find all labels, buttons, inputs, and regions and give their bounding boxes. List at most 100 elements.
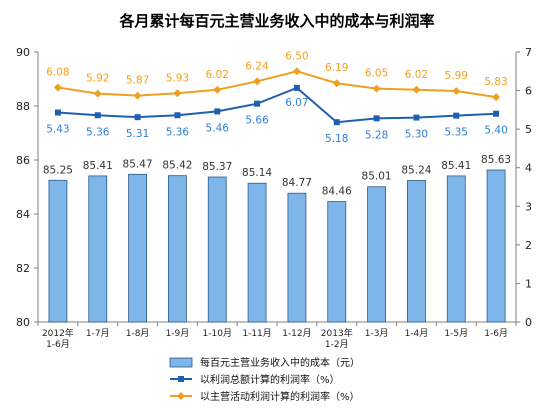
profit-total-point xyxy=(333,119,340,126)
profit-total-line xyxy=(57,86,497,124)
main-profit-label: 5.93 xyxy=(166,72,189,84)
x-tick-label: 1-11月 xyxy=(242,328,271,339)
main-profit-point xyxy=(492,93,501,102)
main-profit-label: 5.87 xyxy=(126,75,149,87)
bar xyxy=(168,175,187,323)
x-tick-label: 2012年 xyxy=(42,327,74,339)
profit-total-point xyxy=(493,110,500,117)
profit-total-label: 5.66 xyxy=(245,115,269,127)
main-profit-label: 5.99 xyxy=(445,70,468,82)
profit-total-point xyxy=(293,84,300,91)
main-profit-point xyxy=(53,83,62,92)
x-tick-label: 1-7月 xyxy=(86,328,110,339)
bar-value-label: 85.41 xyxy=(441,160,471,172)
main-profit-point xyxy=(213,85,222,94)
bar-value-label: 85.14 xyxy=(242,167,272,179)
profit-total-point xyxy=(373,115,380,122)
main-profit-point xyxy=(452,86,461,95)
legend-label-main-profit: 以主营活动利润计算的利润率（%） xyxy=(200,390,360,403)
profit-total-point xyxy=(134,114,141,121)
legend-marker-profit-total xyxy=(178,376,184,382)
profit-total-point xyxy=(94,112,101,119)
main-profit-point xyxy=(332,79,341,88)
x-tick-label: 1-10月 xyxy=(203,328,232,339)
profit-total-label: 5.36 xyxy=(166,126,190,138)
bar-value-label: 85.47 xyxy=(123,158,153,170)
bar xyxy=(48,179,68,323)
x-tick-label: 1-4月 xyxy=(405,328,429,339)
profit-total-point xyxy=(214,108,221,115)
bar-value-label: 84.46 xyxy=(322,186,352,198)
chart-title: 各月累计每百元主营业务收入中的成本与利润率 xyxy=(118,12,434,30)
main-profit-point xyxy=(93,89,102,98)
bar xyxy=(128,173,147,323)
bar-value-label: 85.42 xyxy=(162,160,192,172)
profit-total-point xyxy=(174,112,181,119)
bar-value-label: 85.37 xyxy=(202,161,232,173)
main-profit-label: 6.24 xyxy=(245,60,269,72)
profit-total-label: 5.36 xyxy=(86,126,110,138)
main-profit-point xyxy=(253,77,262,86)
main-profit-label: 6.05 xyxy=(365,68,388,80)
line-series xyxy=(53,67,501,126)
main-profit-point xyxy=(292,67,301,76)
bar-value-label: 84.77 xyxy=(282,177,312,189)
profit-total-label: 5.28 xyxy=(365,129,388,141)
profit-total-point xyxy=(54,109,61,116)
bar xyxy=(367,186,386,323)
profit-total-label: 5.31 xyxy=(126,128,149,140)
main-profit-label: 6.02 xyxy=(206,69,229,81)
profit-total-label: 5.35 xyxy=(445,127,468,139)
profit-total-label: 5.46 xyxy=(206,122,230,134)
data-labels: 85.25 85.41 85.47 85.42 85.37 85.14 84.77 84.46… xyxy=(43,50,511,197)
bar-series xyxy=(48,169,506,323)
bar xyxy=(207,176,227,323)
profit-total-label: 5.18 xyxy=(325,133,348,145)
y-left-tick-label: 90 xyxy=(16,46,30,59)
x-tick-label: 1-6月 xyxy=(484,328,508,339)
profit-total-point xyxy=(254,100,261,107)
x-tick-label: 2013年 xyxy=(321,327,353,339)
main-profit-point xyxy=(133,91,142,100)
main-profit-label: 6.19 xyxy=(325,62,348,74)
y-left-tick-label: 88 xyxy=(16,100,30,113)
x-tick-label: 1-12月 xyxy=(282,328,311,339)
y-left-tick-label: 82 xyxy=(16,262,30,275)
bar xyxy=(88,175,108,323)
x-tick-label: 1-5月 xyxy=(444,328,468,339)
main-profit-label: 5.83 xyxy=(484,76,507,88)
bar xyxy=(446,175,466,323)
main-profit-point xyxy=(372,84,381,93)
bar xyxy=(407,180,426,323)
profit-total-label: 6.07 xyxy=(285,97,308,109)
y-left-tick-label: 80 xyxy=(16,316,30,329)
y-right-tick-label: 7 xyxy=(525,46,532,59)
profit-total-point xyxy=(413,114,420,121)
main-profit-label: 6.08 xyxy=(46,66,69,78)
y-left-tick-label: 84 xyxy=(16,208,30,221)
bar xyxy=(327,201,347,323)
y-right-tick-label: 4 xyxy=(525,162,532,175)
bar-value-label: 85.63 xyxy=(481,154,511,166)
main-profit-label: 6.50 xyxy=(285,50,308,62)
legend-marker-main-profit xyxy=(177,392,185,400)
profit-total-point xyxy=(453,112,460,119)
x-tick-label: 1-8月 xyxy=(126,328,150,339)
profit-total-label: 5.40 xyxy=(484,125,507,137)
y-right-tick-label: 3 xyxy=(525,200,532,213)
main-profit-label: 6.02 xyxy=(405,69,428,81)
y-right-tick-label: 2 xyxy=(525,239,532,252)
legend-label-bar: 每百元主营业务收入中的成本（元） xyxy=(200,356,360,369)
main-profit-point xyxy=(173,89,182,98)
y-left-tick-label: 86 xyxy=(16,154,30,167)
bar xyxy=(247,182,267,323)
bar-value-label: 85.25 xyxy=(43,164,73,176)
main-profit-label: 5.92 xyxy=(86,73,109,85)
profit-total-label: 5.30 xyxy=(405,129,428,141)
y-right-tick-label: 6 xyxy=(525,85,532,98)
x-tick-label: 1-3月 xyxy=(365,328,389,339)
bar-value-label: 85.41 xyxy=(83,160,113,172)
x-tick-label: 1-9月 xyxy=(166,328,190,339)
